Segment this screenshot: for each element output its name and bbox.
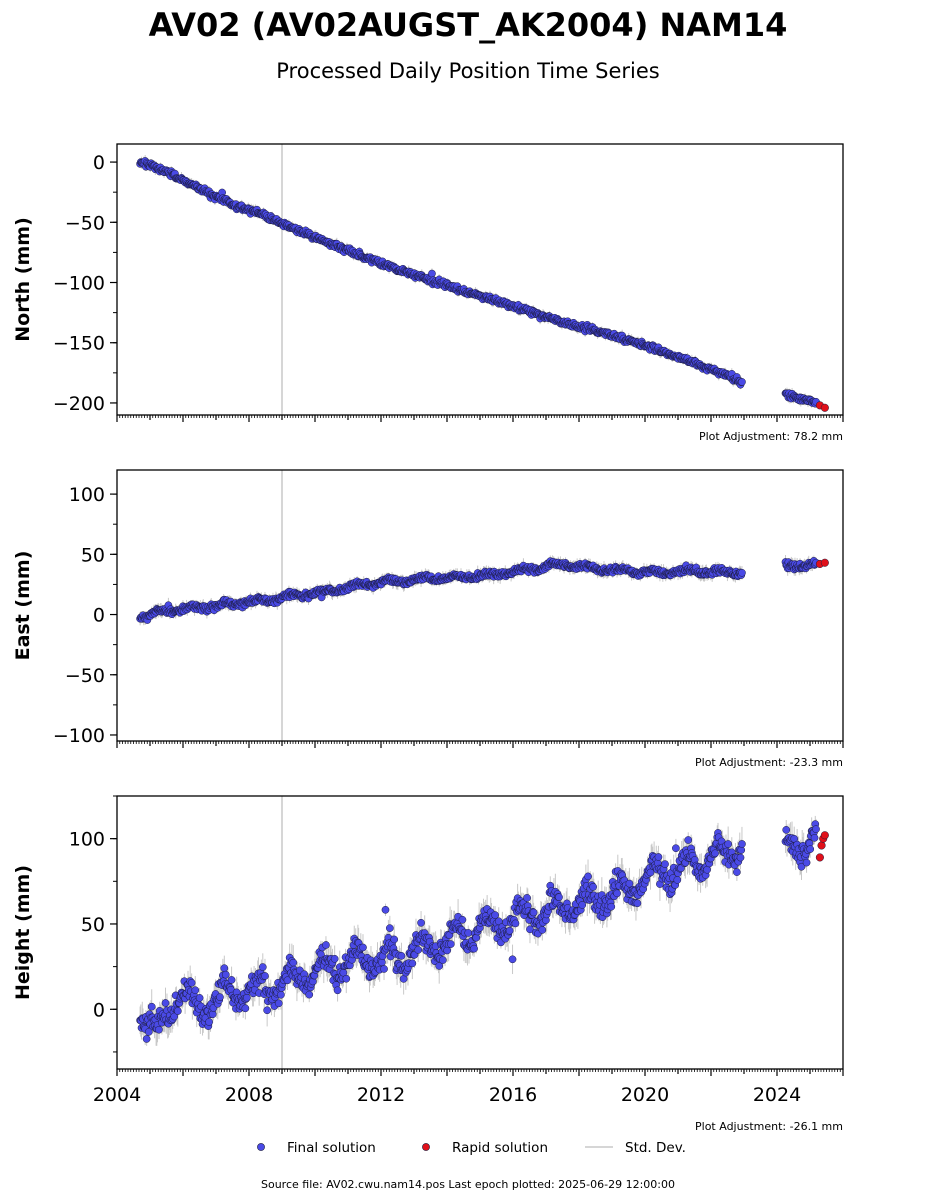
plot-area xyxy=(136,144,829,415)
y-axis-label: East (mm) xyxy=(12,551,34,661)
final-points xyxy=(136,557,820,624)
y-tick-label: −50 xyxy=(65,212,105,234)
final-point xyxy=(738,378,746,386)
y-axis-label: North (mm) xyxy=(12,217,34,342)
plot-area xyxy=(136,796,829,1069)
final-point xyxy=(144,1028,153,1036)
rapid-point xyxy=(820,558,829,567)
figure-subtitle: Processed Daily Position Time Series xyxy=(276,59,660,83)
final-point xyxy=(428,269,436,278)
y-tick-label: −100 xyxy=(53,725,105,747)
final-point xyxy=(738,568,746,577)
final-point xyxy=(147,1002,156,1011)
plot-adjustment-note: Plot Adjustment: -23.3 mm xyxy=(695,756,843,769)
panel-east: 100 50 0 −50 −100 East (mm) Plot Adjustment: -… xyxy=(12,469,844,769)
final-points xyxy=(136,157,820,408)
final-point xyxy=(155,1025,163,1034)
y-tick-label: −150 xyxy=(53,333,105,355)
y-tick-label: −50 xyxy=(65,665,105,687)
y-tick-label: −200 xyxy=(53,393,105,415)
y-tick-label: 0 xyxy=(93,152,105,174)
rapid-point xyxy=(820,403,829,412)
plot-area xyxy=(136,470,829,741)
final-point xyxy=(142,1035,151,1043)
y-tick-label: 50 xyxy=(81,544,105,566)
figure-title: AV02 (AV02AUGST_AK2004) NAM14 xyxy=(149,6,788,44)
panel-north: 0 −50 −100 −150 −200 North (mm) Plot Adjustmen… xyxy=(12,143,844,443)
y-tick-label: −100 xyxy=(53,273,105,295)
y-tick-label: 100 xyxy=(69,484,105,506)
y-tick-label: 0 xyxy=(93,605,105,627)
panels: 0 −50 −100 −150 −200 North (mm) Plot Adjustmen… xyxy=(12,143,844,1133)
plot-adjustment-note: Plot Adjustment: 78.2 mm xyxy=(699,430,843,443)
final-points xyxy=(136,820,820,1043)
rapid-points xyxy=(815,401,829,412)
rapid-points xyxy=(815,558,829,568)
